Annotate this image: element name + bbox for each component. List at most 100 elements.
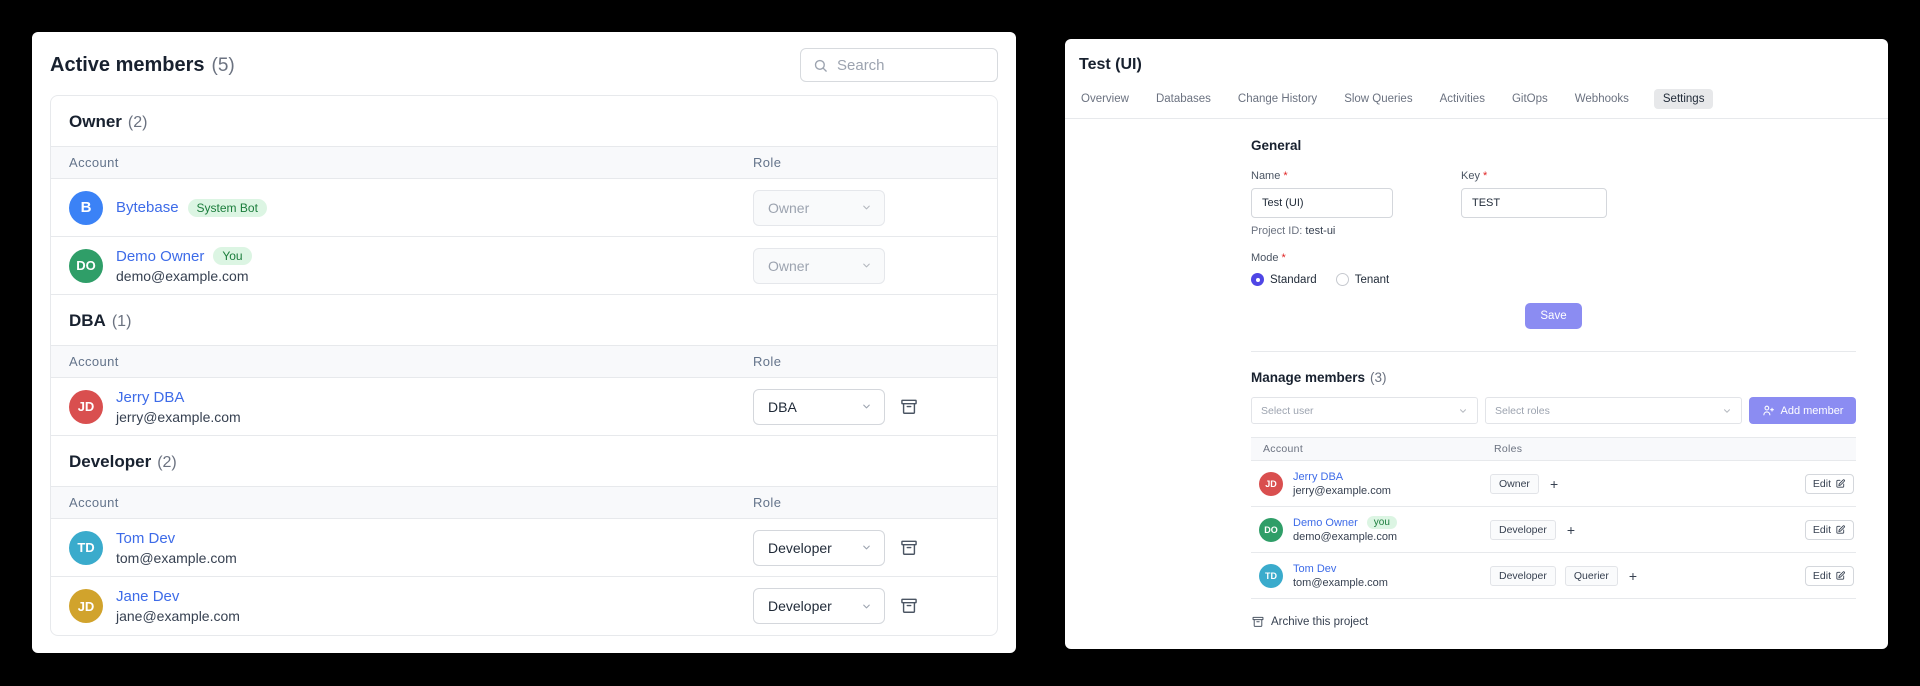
- chevron-down-icon: [863, 263, 870, 268]
- member-email: demo@example.com: [116, 268, 249, 284]
- select-user-dropdown[interactable]: Select user: [1251, 397, 1478, 424]
- member-name-link[interactable]: Jerry DBA: [116, 388, 185, 406]
- edit-member-button[interactable]: Edit: [1804, 565, 1854, 586]
- remove-member-button[interactable]: [899, 538, 919, 558]
- add-role-button[interactable]: +: [1566, 521, 1576, 538]
- section-count: (2): [127, 114, 148, 131]
- section-developer-heading: Developer (2): [51, 436, 997, 486]
- role-select[interactable]: DBA: [753, 388, 885, 425]
- edit-label: Edit: [1812, 569, 1831, 582]
- archive-project-link[interactable]: Archive this project: [1251, 615, 1856, 629]
- add-role-button[interactable]: +: [1549, 475, 1559, 492]
- edit-label: Edit: [1812, 477, 1831, 490]
- save-button[interactable]: Save: [1525, 303, 1582, 329]
- radio-tenant[interactable]: Tenant: [1335, 273, 1390, 286]
- project-id: Project ID: test-ui: [1251, 225, 1461, 237]
- section-developer: Developer (2) Account Role TD Tom Dev tom…: [51, 436, 997, 635]
- tab-slow-queries[interactable]: Slow Queries: [1344, 93, 1413, 105]
- member-email: jerry@example.com: [116, 408, 241, 425]
- archive-icon: [1252, 616, 1264, 627]
- member-row-tom: TD Tom Dev tom@example.com Developer Que…: [1251, 553, 1856, 599]
- search-box[interactable]: [800, 48, 998, 82]
- active-members-header: Active members (5): [50, 48, 998, 82]
- table-header: Account Role: [51, 146, 997, 179]
- project-name-input[interactable]: [1251, 188, 1393, 218]
- select-roles-dropdown[interactable]: Select roles: [1485, 397, 1742, 424]
- manage-members-text: Manage members: [1251, 370, 1366, 385]
- col-account: Account: [69, 495, 119, 510]
- role-value: Owner: [768, 257, 810, 274]
- name-label: Name: [1251, 170, 1281, 182]
- key-field-group: Key *: [1461, 170, 1671, 237]
- member-name-link[interactable]: Jane Dev: [116, 588, 180, 605]
- name-field-group: Name* Project ID: test-ui: [1251, 170, 1461, 237]
- settings-content: General Name* Project ID: test-ui Key* M…: [1251, 119, 1856, 629]
- section-divider: [1251, 351, 1856, 352]
- manage-members-table: Account Roles JD Jerry DBA jerry@example…: [1251, 437, 1856, 599]
- edit-member-button[interactable]: Edit: [1804, 519, 1854, 540]
- role-value: Developer: [768, 539, 832, 556]
- col-account: Account: [69, 354, 119, 369]
- select-user-placeholder: Select user: [1261, 404, 1314, 417]
- role-value: Developer: [768, 598, 832, 614]
- member-row-jane: JD Jane Dev jane@example.com Developer: [51, 577, 997, 635]
- tab-overview[interactable]: Overview: [1081, 93, 1129, 105]
- project-tab-bar: Overview Databases Change History Slow Q…: [1079, 89, 1872, 118]
- project-title: Test (UI): [1079, 56, 1142, 73]
- member-name-link[interactable]: Demo Owner: [116, 247, 205, 265]
- member-row-jerry: JD Jerry DBA jerry@example.com Owner + E…: [1251, 461, 1856, 507]
- tab-settings[interactable]: Settings: [1653, 89, 1714, 109]
- role-chip: Developer: [1490, 519, 1556, 540]
- trash-archive-icon: [901, 540, 917, 555]
- radio-standard[interactable]: Standard: [1251, 273, 1317, 286]
- member-row-demo-owner: DO Demo Owner You demo@example.com Owner: [51, 237, 997, 295]
- avatar: JD: [69, 389, 103, 424]
- member-name-link[interactable]: Tom Dev: [116, 529, 176, 547]
- tabs-divider: [1065, 118, 1888, 119]
- add-member-button[interactable]: Add member: [1749, 397, 1856, 424]
- members-table-header: Account Roles: [1251, 437, 1856, 461]
- key-label: Key: [1461, 170, 1480, 182]
- section-owner: Owner (2) Account Role B Bytebase System …: [51, 96, 997, 295]
- member-row-demo-owner: DO Demo Owner you demo@example.com Devel…: [1251, 507, 1856, 553]
- avatar: B: [69, 190, 103, 225]
- search-input[interactable]: [837, 56, 985, 74]
- role-value: Owner: [768, 199, 810, 216]
- user-plus-icon: [1762, 405, 1774, 416]
- edit-member-button[interactable]: Edit: [1804, 473, 1854, 494]
- role-select[interactable]: Developer: [753, 588, 885, 624]
- tab-webhooks[interactable]: Webhooks: [1574, 93, 1629, 105]
- section-count: (2): [157, 454, 177, 471]
- radio-tenant-label: Tenant: [1354, 273, 1390, 286]
- member-email: tom@example.com: [116, 549, 237, 566]
- select-roles-placeholder: Select roles: [1495, 404, 1550, 417]
- role-chip: Querier: [1564, 565, 1618, 586]
- tab-databases[interactable]: Databases: [1155, 93, 1211, 105]
- section-dba-heading: DBA (1): [51, 295, 997, 345]
- member-email: tom@example.com: [1293, 576, 1388, 589]
- member-name-link[interactable]: Jerry DBA: [1293, 470, 1344, 483]
- role-select: Owner: [753, 247, 885, 284]
- chevron-down-icon: [863, 604, 870, 608]
- tab-activities[interactable]: Activities: [1439, 93, 1485, 105]
- tab-gitops[interactable]: GitOps: [1511, 93, 1548, 105]
- remove-member-button[interactable]: [899, 596, 919, 616]
- role-select[interactable]: Developer: [753, 529, 885, 566]
- required-asterisk: *: [1283, 170, 1288, 182]
- members-table: Owner (2) Account Role B Bytebase System …: [50, 95, 998, 636]
- tab-change-history[interactable]: Change History: [1237, 93, 1318, 105]
- member-name-link[interactable]: Bytebase: [116, 199, 179, 216]
- chevron-down-icon: [863, 545, 870, 550]
- project-key-input[interactable]: [1461, 188, 1607, 218]
- avatar: TD: [1259, 563, 1283, 588]
- avatar: JD: [69, 589, 103, 623]
- chevron-down-icon: [863, 404, 870, 409]
- edit-pencil-icon: [1836, 571, 1845, 580]
- member-name-link[interactable]: Demo Owner: [1293, 516, 1358, 529]
- you-badge: You: [213, 247, 252, 265]
- active-members-panel: Active members (5) Owner (2) Account Role …: [32, 32, 1016, 653]
- remove-member-button[interactable]: [899, 397, 919, 417]
- add-role-button[interactable]: +: [1628, 567, 1638, 584]
- avatar: JD: [1259, 471, 1283, 496]
- member-name-link[interactable]: Tom Dev: [1293, 562, 1337, 575]
